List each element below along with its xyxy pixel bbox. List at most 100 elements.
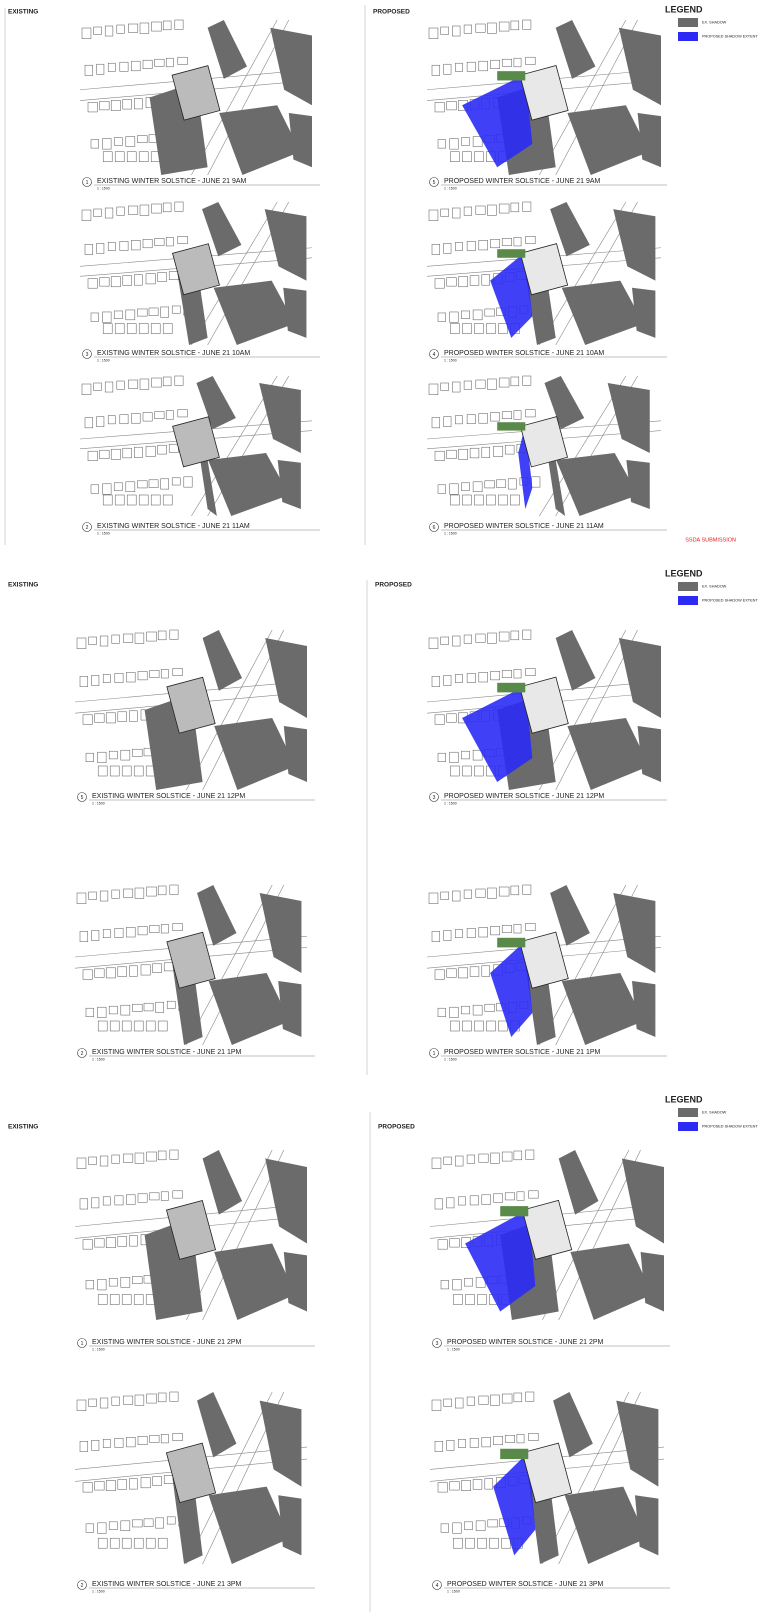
house: [132, 1276, 142, 1283]
house: [155, 59, 165, 66]
house: [158, 1151, 166, 1160]
house: [175, 202, 183, 211]
house: [465, 1295, 474, 1305]
house: [134, 766, 143, 776]
house: [109, 1006, 117, 1014]
house: [511, 886, 519, 895]
house: [444, 64, 451, 74]
house: [143, 413, 152, 421]
house: [135, 1153, 144, 1163]
existing-shadow: [613, 209, 655, 281]
house: [508, 479, 516, 489]
house: [152, 204, 162, 213]
house: [435, 715, 444, 725]
house: [474, 1021, 483, 1031]
development-site: [173, 244, 220, 295]
panel-title: EXISTING WINTER SOLSTICE - JUNE 21 11AM: [97, 523, 250, 530]
house: [146, 1538, 155, 1548]
house: [441, 637, 449, 644]
house: [77, 1158, 86, 1169]
house: [438, 1008, 446, 1017]
landscape: [500, 1206, 528, 1216]
house: [453, 1538, 462, 1548]
house: [88, 451, 97, 461]
house: [435, 279, 444, 289]
house: [486, 324, 495, 334]
house: [131, 61, 140, 71]
house: [461, 1481, 470, 1491]
panel-title: PROPOSED WINTER SOLSTICE - JUNE 21 11AM: [444, 523, 604, 530]
existing-shadow: [265, 1159, 307, 1244]
house: [488, 1520, 498, 1527]
house: [482, 447, 490, 458]
house: [461, 483, 469, 491]
house: [462, 766, 471, 776]
house: [83, 1483, 92, 1493]
house: [450, 139, 459, 150]
house: [86, 753, 94, 762]
house: [147, 1394, 157, 1403]
house: [123, 1154, 132, 1162]
house: [135, 888, 144, 898]
house: [435, 970, 444, 980]
house: [514, 1151, 522, 1160]
house: [488, 23, 497, 33]
house: [111, 277, 120, 287]
house: [123, 1396, 132, 1404]
legend-label: PROPOSED SHADOW EXTENT: [702, 35, 758, 39]
house: [164, 1476, 173, 1484]
existing-shadow: [278, 981, 301, 1037]
legend-label: EX. SHADOW: [702, 21, 727, 25]
house: [488, 205, 497, 215]
legend-title: LEGEND: [665, 1094, 703, 1104]
house: [128, 380, 137, 388]
site-map: [75, 1150, 307, 1320]
house: [479, 927, 488, 937]
existing-shadow: [567, 105, 649, 175]
house: [95, 1239, 105, 1247]
house: [172, 478, 180, 485]
house: [444, 243, 451, 253]
house: [92, 930, 99, 940]
house: [106, 1238, 115, 1248]
house: [120, 415, 128, 424]
house: [106, 968, 115, 978]
house: [458, 968, 467, 978]
house: [132, 749, 142, 756]
house: [85, 418, 93, 428]
panel-title: PROPOSED WINTER SOLSTICE - JUNE 21 1PM: [444, 1049, 601, 1056]
existing-shadow: [284, 726, 307, 782]
panel-number: 1: [81, 1341, 84, 1347]
submission-stamp: SSDA SUBMISSION: [685, 537, 736, 543]
house: [498, 1021, 507, 1031]
panel-title: EXISTING WINTER SOLSTICE - JUNE 21 2PM: [92, 1339, 242, 1346]
house: [144, 1519, 153, 1527]
house: [127, 324, 136, 334]
house: [108, 63, 115, 71]
existing-shadow: [278, 1495, 301, 1555]
house: [94, 383, 102, 390]
existing-shadow: [556, 453, 638, 516]
house: [173, 923, 183, 930]
panel-title: EXISTING WINTER SOLSTICE - JUNE 21 3PM: [92, 1581, 242, 1588]
house: [441, 209, 449, 216]
house: [450, 324, 459, 334]
house: [143, 60, 152, 68]
house: [455, 1398, 463, 1408]
house: [126, 1437, 135, 1447]
house: [105, 26, 113, 36]
house: [108, 416, 115, 424]
house: [150, 670, 160, 677]
house: [462, 1021, 471, 1031]
panel-scale: 1 : 1500: [92, 1057, 105, 1061]
house: [158, 1538, 167, 1548]
house: [458, 1197, 465, 1205]
panel-scale: 1 : 1500: [444, 186, 457, 190]
house: [473, 1480, 482, 1490]
house: [134, 447, 142, 458]
legend-label: EX. SHADOW: [702, 585, 727, 589]
house: [526, 57, 536, 64]
house: [91, 485, 99, 494]
house: [473, 310, 482, 320]
house: [476, 889, 485, 897]
